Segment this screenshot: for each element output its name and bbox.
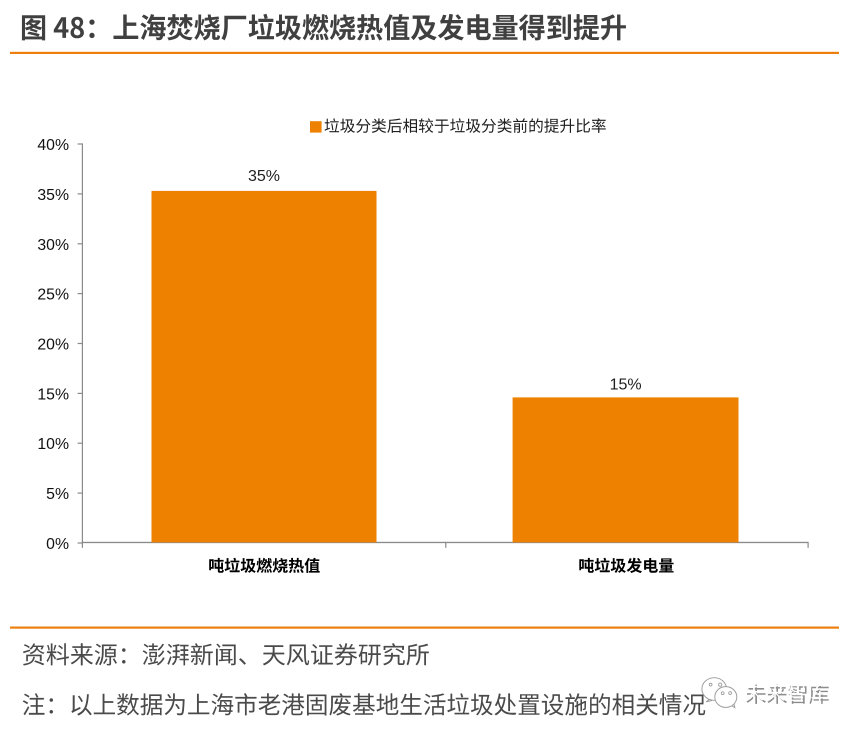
svg-text:0%: 0%: [46, 536, 69, 553]
svg-text:15%: 15%: [37, 386, 69, 403]
svg-text:15%: 15%: [610, 376, 642, 393]
svg-text:10%: 10%: [37, 436, 69, 453]
svg-text:35%: 35%: [37, 187, 69, 204]
svg-text:25%: 25%: [37, 287, 69, 304]
svg-text:5%: 5%: [46, 486, 69, 503]
svg-text:40%: 40%: [37, 137, 69, 154]
svg-text:35%: 35%: [248, 168, 280, 185]
svg-text:30%: 30%: [37, 237, 69, 254]
svg-text:20%: 20%: [37, 337, 69, 354]
